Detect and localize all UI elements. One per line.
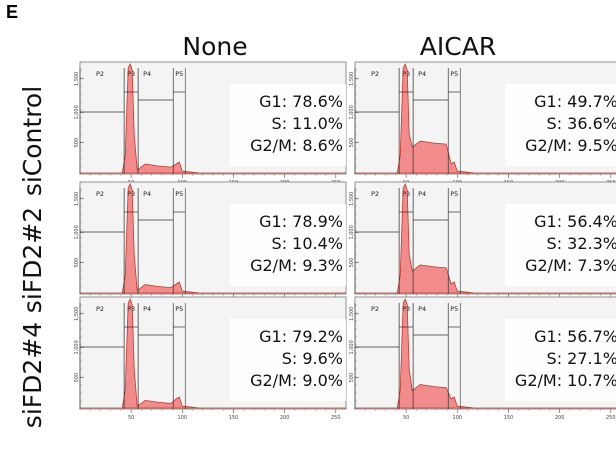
column-header-none: None: [182, 32, 248, 61]
gate-label: P3: [402, 70, 410, 78]
x-tick-label: 50: [128, 415, 134, 421]
y-tick-label: 500: [74, 258, 80, 268]
gate-label: P3: [127, 70, 135, 78]
gate-label: P4: [418, 305, 426, 313]
gate-label: P5: [175, 190, 183, 198]
phase-stat-2: G2/M: 10.7%: [515, 371, 616, 390]
dna-content-histogram: [80, 297, 346, 409]
dna-content-histogram: [80, 182, 346, 294]
gate-label: P2: [96, 70, 104, 78]
histogram-panel: 500 1,000 1,500 50 100 150 200 250 P2 P3 P4 P5 G1: 7…: [74, 296, 347, 421]
gate-label: P4: [143, 305, 151, 313]
y-tick-label: 1,000: [349, 225, 355, 239]
phase-stat-2: G2/M: 7.3%: [525, 256, 616, 275]
phase-stat-0: G1: 78.6%: [259, 92, 343, 111]
gate-label: P4: [143, 70, 151, 78]
gate-label: P3: [402, 305, 410, 313]
y-tick-label: 500: [74, 138, 80, 148]
stats-backdrop: [230, 84, 346, 166]
gate-label: P2: [371, 305, 379, 313]
y-tick-label: 1,500: [349, 307, 355, 321]
x-tick-label: 200: [555, 415, 565, 421]
phase-stat-1: S: 32.3%: [547, 234, 616, 253]
phase-stat-0: G1: 56.7%: [534, 327, 616, 346]
y-tick-label: 1,000: [74, 225, 80, 239]
gate-label: P2: [371, 190, 379, 198]
column-header-aicar: AICAR: [419, 32, 497, 61]
y-tick-label: 500: [74, 373, 80, 383]
y-tick-label: 1,500: [74, 72, 80, 86]
gate-label: P3: [402, 190, 410, 198]
stats-backdrop: [505, 319, 616, 401]
x-tick-label: 150: [504, 415, 514, 421]
gate-label: P3: [127, 190, 135, 198]
gate-label: P4: [418, 190, 426, 198]
x-tick-label: 100: [178, 415, 188, 421]
y-tick-label: 1,000: [349, 340, 355, 354]
gate-label: P5: [175, 305, 183, 313]
phase-stat-0: G1: 56.4%: [534, 212, 616, 231]
stats-backdrop: [505, 84, 616, 166]
histogram-panel: 500 1,000 1,500 50 100 150 200 250 P2 P3 P4 P5 G1: 5…: [349, 296, 616, 421]
stats-backdrop: [505, 204, 616, 286]
dna-content-histogram: [355, 297, 616, 409]
x-tick-label: 250: [331, 415, 341, 421]
y-tick-label: 1,000: [349, 105, 355, 119]
phase-stat-2: G2/M: 9.0%: [250, 371, 343, 390]
x-tick-label: 150: [229, 415, 239, 421]
x-tick-label: 200: [280, 415, 290, 421]
y-tick-label: 500: [349, 373, 355, 383]
gate-label: P2: [371, 70, 379, 78]
gate-label: P5: [175, 70, 183, 78]
phase-stat-1: S: 27.1%: [547, 349, 616, 368]
flow-cytometry-grid: 500 1,000 1,500 50 100 150 200 250 P2 P3 P4 P5 G1: 7…: [74, 61, 616, 421]
y-tick-label: 1,500: [74, 307, 80, 321]
panel-letter: E: [6, 2, 19, 22]
y-tick-label: 1,500: [349, 192, 355, 206]
dna-content-histogram: [355, 182, 616, 294]
stats-backdrop: [230, 319, 346, 401]
stats-backdrop: [230, 204, 346, 286]
gate-label: P2: [96, 305, 104, 313]
phase-stat-2: G2/M: 8.6%: [250, 136, 343, 155]
phase-stat-1: S: 11.0%: [272, 114, 343, 133]
phase-stat-1: S: 9.6%: [282, 349, 343, 368]
gate-label: P5: [450, 305, 458, 313]
y-tick-label: 500: [349, 138, 355, 148]
x-tick-label: 100: [453, 415, 463, 421]
gate-label: P2: [96, 190, 104, 198]
y-tick-label: 1,500: [349, 72, 355, 86]
gate-label: P5: [450, 190, 458, 198]
gate-label: P5: [450, 70, 458, 78]
y-tick-label: 1,500: [74, 192, 80, 206]
gate-label: P4: [418, 70, 426, 78]
x-tick-label: 50: [403, 415, 409, 421]
phase-stat-0: G1: 49.7%: [534, 92, 616, 111]
y-tick-label: 1,000: [74, 340, 80, 354]
gate-label: P3: [127, 305, 135, 313]
x-tick-label: 250: [606, 415, 616, 421]
phase-stat-1: S: 36.6%: [547, 114, 616, 133]
phase-stat-0: G1: 78.9%: [259, 212, 343, 231]
phase-stat-2: G2/M: 9.3%: [250, 256, 343, 275]
phase-stat-0: G1: 79.2%: [259, 327, 343, 346]
y-tick-label: 500: [349, 258, 355, 268]
phase-stat-1: S: 10.4%: [272, 234, 343, 253]
gate-label: P4: [143, 190, 151, 198]
phase-stat-2: G2/M: 9.5%: [525, 136, 616, 155]
y-tick-label: 1,000: [74, 105, 80, 119]
dna-content-histogram: [80, 62, 346, 174]
dna-content-histogram: [355, 62, 616, 174]
